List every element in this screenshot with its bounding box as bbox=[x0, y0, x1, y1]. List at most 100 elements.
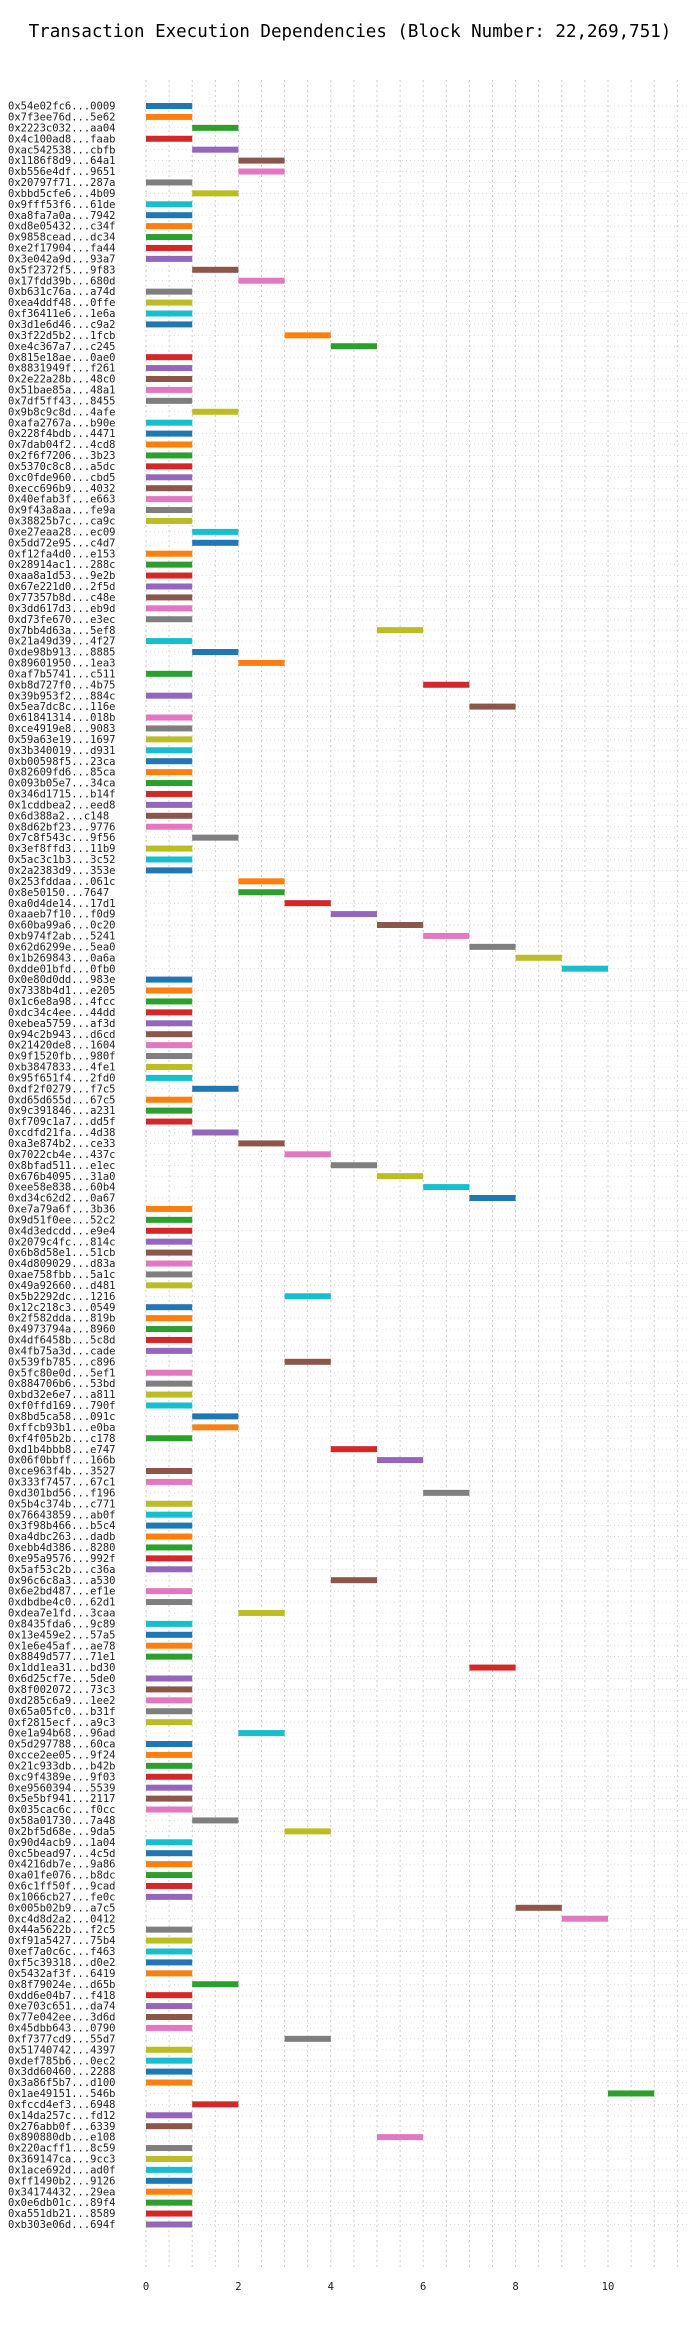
transaction-bar bbox=[192, 649, 239, 655]
transaction-label: 0x28914ac1...288c bbox=[8, 559, 115, 571]
transaction-bar bbox=[284, 1151, 331, 1158]
transaction-bar bbox=[146, 1107, 193, 1114]
transaction-label: 0x7bb4d63a...5ef8 bbox=[8, 625, 115, 637]
transaction-label: 0x82609fd6...85ca bbox=[8, 767, 115, 779]
transaction-label: 0xc0fde960...cbd5 bbox=[8, 472, 115, 484]
transaction-bar bbox=[192, 408, 239, 415]
transaction-label: 0x60ba99a6...0c20 bbox=[8, 920, 115, 932]
transaction-bar bbox=[146, 103, 193, 109]
transaction-bar bbox=[146, 1784, 193, 1791]
transaction-bar bbox=[146, 135, 193, 142]
transaction-bar bbox=[146, 2188, 193, 2195]
transaction-label: 0xb00598f5...23ca bbox=[8, 756, 115, 768]
transaction-bar bbox=[146, 1468, 193, 1474]
transaction-bar bbox=[146, 998, 193, 1005]
transaction-label: 0xe1a94b68...96ad bbox=[8, 1728, 115, 1740]
transaction-bar bbox=[330, 911, 377, 918]
transaction-label: 0xfccd4ef3...6948 bbox=[8, 2099, 115, 2111]
transaction-label: 0x6d388a2...c148 bbox=[8, 810, 109, 822]
transaction-bar bbox=[146, 1697, 193, 1704]
transaction-label: 0x14da257c...fd12 bbox=[8, 2110, 115, 2122]
transaction-bar bbox=[146, 2166, 193, 2173]
transaction-bar bbox=[146, 1271, 193, 1278]
transaction-bar bbox=[284, 2035, 331, 2042]
transaction-bar bbox=[146, 452, 193, 459]
transaction-bar bbox=[146, 1074, 193, 1081]
transaction-label: 0x1186f8d9...64a1 bbox=[8, 155, 115, 167]
transaction-label: 0x62d6299e...5ea0 bbox=[8, 941, 115, 953]
transaction-bar bbox=[146, 507, 193, 514]
transaction-bar bbox=[192, 1085, 239, 1092]
transaction-bar bbox=[146, 1719, 193, 1726]
transaction-label: 0xf4f05b2b...c178 bbox=[8, 1433, 115, 1445]
transaction-bar bbox=[561, 965, 608, 972]
transaction-bar bbox=[146, 1839, 193, 1846]
transaction-label: 0x5d297788...60ca bbox=[8, 1739, 115, 1751]
transaction-label: 0xff1490b2...9126 bbox=[8, 2175, 115, 2187]
transaction-bar bbox=[146, 2003, 193, 2010]
transaction-bar bbox=[192, 190, 239, 197]
transaction-bar bbox=[146, 212, 193, 219]
transaction-bar bbox=[146, 801, 193, 808]
transaction-label: 0x7df5ff43...8455 bbox=[8, 395, 115, 407]
transaction-bar bbox=[146, 1850, 193, 1857]
transaction-bar bbox=[146, 2057, 193, 2064]
transaction-bar bbox=[146, 2123, 193, 2130]
transaction-label: 0x6e2bd487...ef1e bbox=[8, 1586, 115, 1598]
transaction-bar bbox=[146, 2221, 193, 2228]
transaction-label: 0x4d3edcdd...e9e4 bbox=[8, 1225, 115, 1237]
transaction-label: 0x3dd60460...2288 bbox=[8, 2066, 115, 2078]
transaction-label: 0x12c218c3...0549 bbox=[8, 1302, 115, 1314]
transaction-label: 0x5ac3c1b3...3c52 bbox=[8, 854, 115, 866]
transaction-label: 0xd34c62d2...0a67 bbox=[8, 1193, 115, 1205]
transaction-bar bbox=[469, 1664, 516, 1671]
transaction-label: 0x3f22d5b2...1fcb bbox=[8, 330, 115, 342]
transaction-bar bbox=[146, 1380, 193, 1387]
transaction-bar bbox=[146, 1096, 193, 1103]
transaction-label: 0x38825b7c...ca9c bbox=[8, 516, 115, 528]
transaction-label: 0xdf2f0279...f7c5 bbox=[8, 1083, 115, 1095]
transaction-label: 0x1dd1ea31...bd30 bbox=[8, 1662, 115, 1674]
transaction-label: 0x76643859...ab0f bbox=[8, 1509, 115, 1521]
transaction-bar bbox=[608, 2090, 655, 2097]
transaction-bar bbox=[192, 1981, 239, 1988]
transaction-label: 0xaa8a1d53...9e2b bbox=[8, 570, 115, 582]
transaction-bar bbox=[146, 2046, 193, 2053]
transaction-label: 0xe4c367a7...c245 bbox=[8, 341, 115, 353]
transaction-label: 0xb974f2ab...5241 bbox=[8, 931, 115, 943]
transaction-bar bbox=[146, 2210, 193, 2217]
transaction-bar bbox=[146, 692, 193, 699]
transaction-label: 0xdbdbe4c0...62d1 bbox=[8, 1597, 115, 1609]
transaction-label: 0xd285c6a9...1ee2 bbox=[8, 1695, 115, 1707]
transaction-label: 0x21a49d39...4f27 bbox=[8, 636, 115, 648]
transaction-label: 0x093b05e7...34ca bbox=[8, 778, 115, 790]
transaction-label: 0xf12fa4d0...e153 bbox=[8, 548, 115, 560]
transaction-bar bbox=[146, 1555, 193, 1562]
transaction-bar bbox=[146, 1970, 193, 1977]
transaction-label: 0xa0d4de14...17d1 bbox=[8, 898, 115, 910]
transaction-bar bbox=[146, 867, 193, 874]
transaction-label: 0x6d25cf7e...5de0 bbox=[8, 1673, 115, 1685]
transaction-bar bbox=[146, 1500, 193, 1507]
transaction-label: 0x4216db7e...9a86 bbox=[8, 1859, 115, 1871]
transaction-label: 0xce4919e8...9083 bbox=[8, 723, 115, 735]
transaction-label: 0x8f79024e...d65b bbox=[8, 1979, 115, 1991]
transaction-bar bbox=[146, 365, 193, 372]
transaction-label: 0xf2815ecf...a9c3 bbox=[8, 1717, 115, 1729]
transaction-bar bbox=[146, 1478, 193, 1485]
transaction-label: 0xf7377cd9...55d7 bbox=[8, 2033, 115, 2045]
transaction-bar bbox=[146, 1533, 193, 1540]
transaction-bar bbox=[146, 1260, 193, 1267]
transaction-label: 0x9858cead...dc34 bbox=[8, 232, 115, 244]
transaction-label: 0xac542538...cbfb bbox=[8, 144, 115, 156]
transaction-bar bbox=[146, 583, 193, 590]
transaction-label: 0x9c391846...a231 bbox=[8, 1105, 115, 1117]
transaction-bar bbox=[146, 1861, 193, 1868]
transaction-label: 0xd301bd56...f196 bbox=[8, 1487, 115, 1499]
transaction-label: 0xd1b4bbb8...e747 bbox=[8, 1444, 115, 1456]
transaction-label: 0x3b340019...d931 bbox=[8, 745, 115, 757]
transaction-bar bbox=[146, 976, 193, 983]
transaction-label: 0x2a2383d9...353e bbox=[8, 865, 115, 877]
transaction-label: 0xaf7b5741...c511 bbox=[8, 668, 115, 680]
transaction-label: 0xecc696b9...4032 bbox=[8, 483, 115, 495]
